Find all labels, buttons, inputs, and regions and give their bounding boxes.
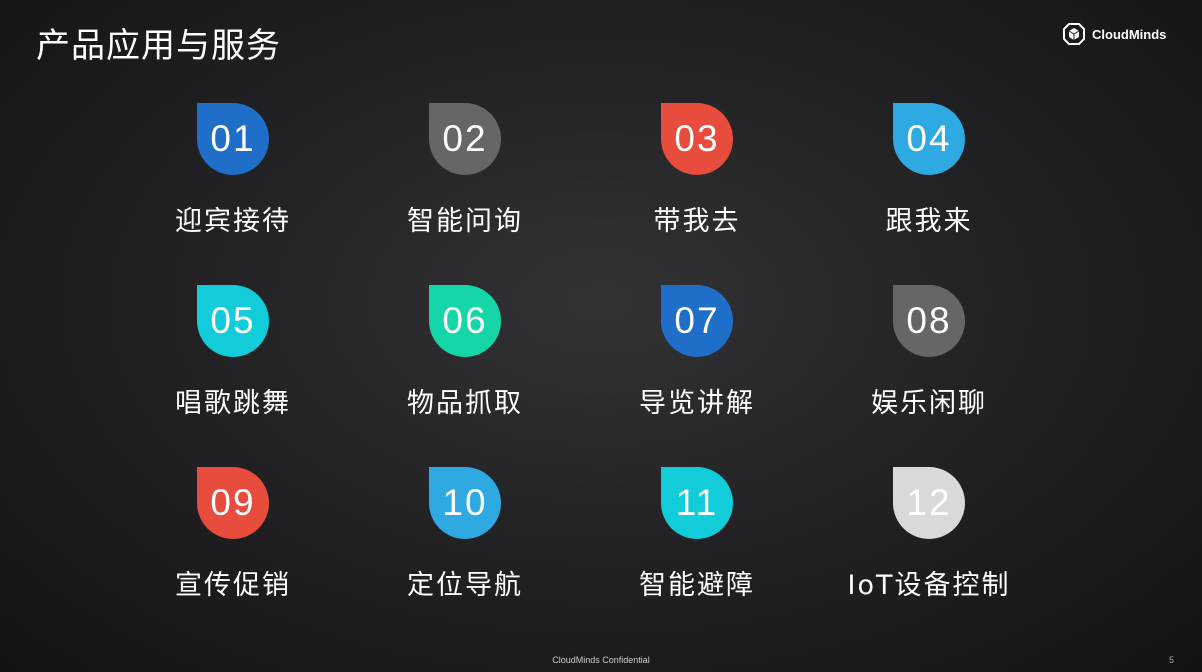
service-label: 智能问询: [407, 206, 523, 237]
service-item: 04 跟我来: [829, 103, 1029, 238]
service-label: 物品抓取: [407, 388, 523, 419]
service-label: 唱歌跳舞: [175, 388, 291, 419]
service-item: 01 迎宾接待: [133, 103, 333, 238]
number-badge: 05: [197, 285, 269, 357]
number-badge: 07: [661, 285, 733, 357]
cube-icon: [1063, 23, 1085, 45]
service-label: 宣传促销: [175, 570, 291, 601]
number-badge: 08: [893, 285, 965, 357]
service-item: 02 智能问询: [365, 103, 565, 238]
service-label: 导览讲解: [639, 388, 755, 419]
number-badge: 03: [661, 103, 733, 175]
page-number: 5: [1168, 655, 1174, 665]
number-badge: 04: [893, 103, 965, 175]
number-badge: 02: [429, 103, 501, 175]
service-label: 娱乐闲聊: [871, 388, 987, 419]
service-item: 06 物品抓取: [365, 285, 565, 420]
service-item: 08 娱乐闲聊: [829, 285, 1029, 420]
service-item: 03 带我去: [597, 103, 797, 238]
service-item: 12 IoT设备控制: [829, 467, 1029, 602]
service-item: 10 定位导航: [365, 467, 565, 602]
logo-text: CloudMinds: [1092, 26, 1167, 42]
service-label: 带我去: [653, 206, 741, 237]
cloudminds-logo: CloudMinds: [1062, 22, 1166, 46]
service-item: 09 宣传促销: [133, 467, 333, 602]
service-item: 05 唱歌跳舞: [133, 285, 333, 420]
number-badge: 06: [429, 285, 501, 357]
number-badge: 12: [893, 467, 965, 539]
service-label: IoT设备控制: [847, 570, 1011, 601]
service-label: 智能避障: [639, 570, 755, 601]
number-badge: 10: [429, 467, 501, 539]
service-item: 07 导览讲解: [597, 285, 797, 420]
service-label: 迎宾接待: [175, 206, 291, 237]
service-item: 11 智能避障: [597, 467, 797, 602]
page-title: 产品应用与服务: [36, 26, 281, 66]
service-label: 跟我来: [885, 206, 973, 237]
number-badge: 09: [197, 467, 269, 539]
footer-confidential: CloudMinds Confidential: [552, 655, 650, 665]
number-badge: 01: [197, 103, 269, 175]
number-badge: 11: [661, 467, 733, 539]
service-label: 定位导航: [407, 570, 523, 601]
